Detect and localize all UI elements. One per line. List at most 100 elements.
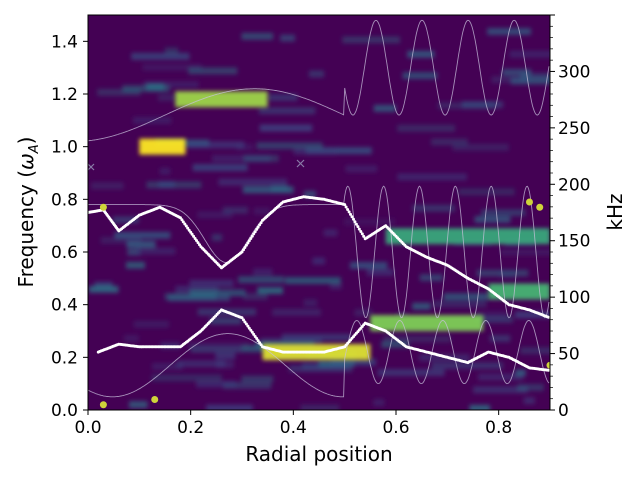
continuum-point-0 [253, 230, 257, 234]
x-axis-label: Radial position [245, 442, 392, 466]
x-tick-label: 0.8 [485, 418, 512, 438]
heat-band [381, 340, 409, 348]
heat-band [345, 165, 378, 173]
continuum-line-mid [88, 185, 550, 319]
hot-spot [139, 138, 186, 155]
heat-band [157, 94, 177, 102]
continuum-point-0 [181, 220, 185, 224]
heat-band [126, 240, 156, 248]
continuum-point-0 [192, 234, 196, 238]
continuum-point-0 [249, 237, 253, 240]
heat-band [243, 154, 279, 162]
continuum-point-0 [344, 205, 348, 209]
heat-band [223, 381, 272, 389]
heat-band [188, 341, 250, 349]
heat-band [284, 277, 341, 285]
heat-band [473, 315, 514, 323]
gap-mark [525, 198, 533, 206]
heat-band [122, 85, 170, 93]
heat-band [143, 81, 199, 89]
heat-band [114, 231, 171, 239]
heat-band [97, 88, 141, 96]
continuum-point-0 [354, 222, 358, 226]
heat-band [489, 334, 511, 342]
gap-marks [99, 198, 550, 409]
x-tick-label: 0.4 [280, 418, 307, 438]
heat-band [312, 257, 325, 265]
heat-band [272, 308, 321, 316]
heat-band [452, 143, 509, 151]
heat-band [443, 293, 489, 301]
heat-band [253, 207, 270, 215]
continuum-point-0 [247, 239, 251, 243]
heat-band [510, 77, 550, 85]
heat-band [461, 101, 504, 109]
y2-tick-label: 50 [558, 345, 580, 365]
continuum-points [88, 195, 550, 372]
cross-markers [88, 159, 305, 171]
heat-band [94, 281, 113, 289]
heat-band [133, 116, 172, 124]
heat-band [241, 32, 274, 40]
heat-band [158, 180, 175, 188]
x-tick-label: 0.2 [177, 418, 204, 438]
heat-band [288, 365, 353, 373]
heat-band [377, 369, 445, 377]
heat-band [124, 334, 139, 342]
continuum-point-0 [252, 232, 256, 236]
heat-band [127, 248, 141, 256]
heat-band [397, 173, 467, 181]
y-tick-label: 1.2 [51, 85, 78, 105]
heat-band [329, 282, 342, 290]
continuum-point-0 [359, 230, 363, 233]
heat-band [112, 216, 139, 224]
heat-band [520, 347, 550, 355]
heat-band [268, 94, 298, 102]
continuum-point-0 [242, 248, 245, 252]
heat-band [151, 374, 222, 382]
heat-band [373, 104, 396, 112]
y-axis-ticks: 0.0 0.2 0.4 0.6 0.8 1.0 1.2 1.4 [51, 32, 88, 421]
heat-band [509, 50, 550, 58]
heat-band [186, 141, 245, 149]
heat-band [189, 279, 234, 287]
heat-band [330, 358, 376, 366]
heat-band [192, 164, 248, 172]
continuum-point-0 [187, 228, 191, 232]
y2-tick-label: 150 [558, 232, 590, 252]
heat-band [305, 147, 372, 155]
continuum-point-0 [360, 232, 364, 236]
y2-tick-label: 0 [558, 401, 569, 421]
continuum-point-0 [353, 220, 357, 224]
heat-band [366, 268, 394, 276]
heat-band [481, 209, 526, 217]
heat-band [100, 236, 142, 244]
heat-band [218, 178, 288, 186]
heat-band [259, 124, 313, 132]
heat-band [190, 345, 243, 353]
y2-tick-label: 300 [558, 62, 590, 82]
heat-band [476, 269, 529, 277]
heat-band [475, 311, 508, 319]
heat-band [419, 274, 443, 282]
heat-band [342, 36, 401, 44]
y-tick-label: 0.0 [51, 401, 78, 421]
heat-band [243, 292, 268, 300]
x-axis-ticks: 0.0 0.2 0.4 0.6 0.8 [74, 410, 512, 438]
heat-band [458, 188, 515, 196]
y-tick-label: 0.8 [51, 190, 78, 210]
y-tick-label: 1.0 [51, 138, 78, 158]
heat-band [257, 287, 284, 295]
heat-band [242, 186, 294, 194]
heat-band [238, 276, 285, 284]
heat-band [469, 404, 491, 410]
continuum-point-1 [256, 339, 260, 343]
heat-band [343, 218, 395, 226]
heat-band [412, 302, 431, 310]
heat-band [125, 261, 145, 269]
continuum-line-lower [88, 320, 550, 398]
continuum-point-0 [259, 221, 263, 225]
continuum-point-1 [240, 316, 244, 320]
heat-band [349, 261, 388, 269]
heat-band [256, 142, 323, 150]
